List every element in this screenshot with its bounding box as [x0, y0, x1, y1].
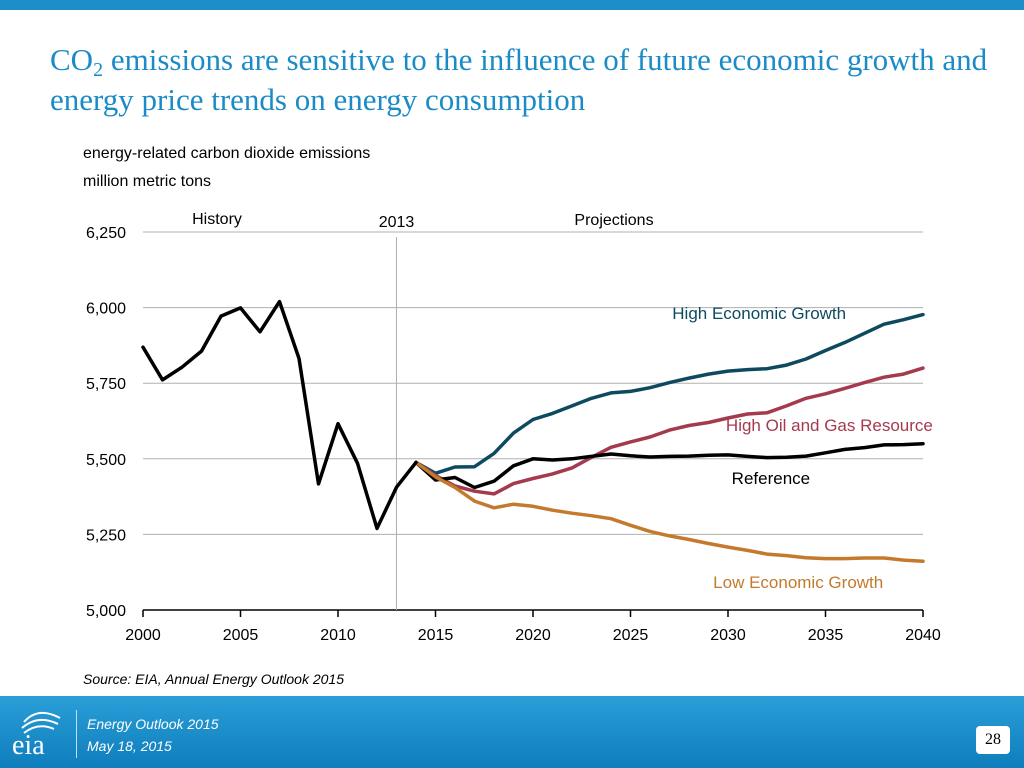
- x-tick-label: 2040: [905, 627, 941, 644]
- x-tick-label: 2015: [418, 627, 454, 644]
- chart-subtitle-line1: energy-related carbon dioxide emissions: [83, 145, 371, 162]
- page-number: 28: [976, 726, 1010, 754]
- series-label-high-economic-growth: High Economic Growth: [672, 304, 846, 323]
- divider-2013-label: 2013: [379, 214, 415, 231]
- y-tick-label: 6,000: [86, 301, 126, 318]
- page-title: CO2 emissions are sensitive to the influ…: [50, 42, 988, 117]
- x-tick-label: 2020: [515, 627, 551, 644]
- x-tick-label: 2030: [710, 627, 746, 644]
- series-line-low-economic-growth: [414, 460, 925, 564]
- series-label-low-economic-growth: Low Economic Growth: [713, 573, 883, 592]
- source-note: Source: EIA, Annual Energy Outlook 2015: [83, 671, 344, 687]
- svg-text:eia: eia: [12, 730, 45, 760]
- eia-logo: eia: [12, 711, 61, 760]
- projections-label: Projections: [574, 212, 653, 229]
- series-line-history: [141, 299, 418, 531]
- y-tick-label: 5,250: [86, 527, 126, 544]
- x-tick-label: 2035: [808, 627, 844, 644]
- x-tick-label: 2000: [125, 627, 161, 644]
- x-tick-label: 2025: [613, 627, 649, 644]
- top-accent-bar: [0, 0, 1024, 10]
- footer-divider: [76, 710, 77, 758]
- emissions-line-chart: 5,000 5,250 5,500 5,750 6,000 6,250 2000 2005 20…: [86, 211, 941, 644]
- footer-date: May 18, 2015: [87, 738, 172, 754]
- y-tick-label: 5,500: [86, 452, 126, 469]
- history-label: History: [192, 211, 242, 228]
- x-tick-label: 2010: [320, 627, 356, 644]
- footer-report-title: Energy Outlook 2015: [87, 716, 219, 732]
- series-line-high-oil-and-gas-resource: [414, 366, 925, 496]
- chart-subtitle-line2: million metric tons: [83, 173, 212, 190]
- y-tick-label: 5,750: [86, 376, 126, 393]
- series-line-high-economic-growth: [414, 312, 925, 476]
- y-tick-label: 6,250: [86, 225, 126, 242]
- y-tick-label: 5,000: [86, 603, 126, 620]
- x-tick-label: 2005: [223, 627, 259, 644]
- series-label-reference: Reference: [732, 469, 810, 488]
- series-label-high-oil-and-gas-resource: High Oil and Gas Resource: [726, 416, 933, 435]
- series-line-reference: [414, 441, 925, 490]
- footer-bar: [0, 696, 1024, 768]
